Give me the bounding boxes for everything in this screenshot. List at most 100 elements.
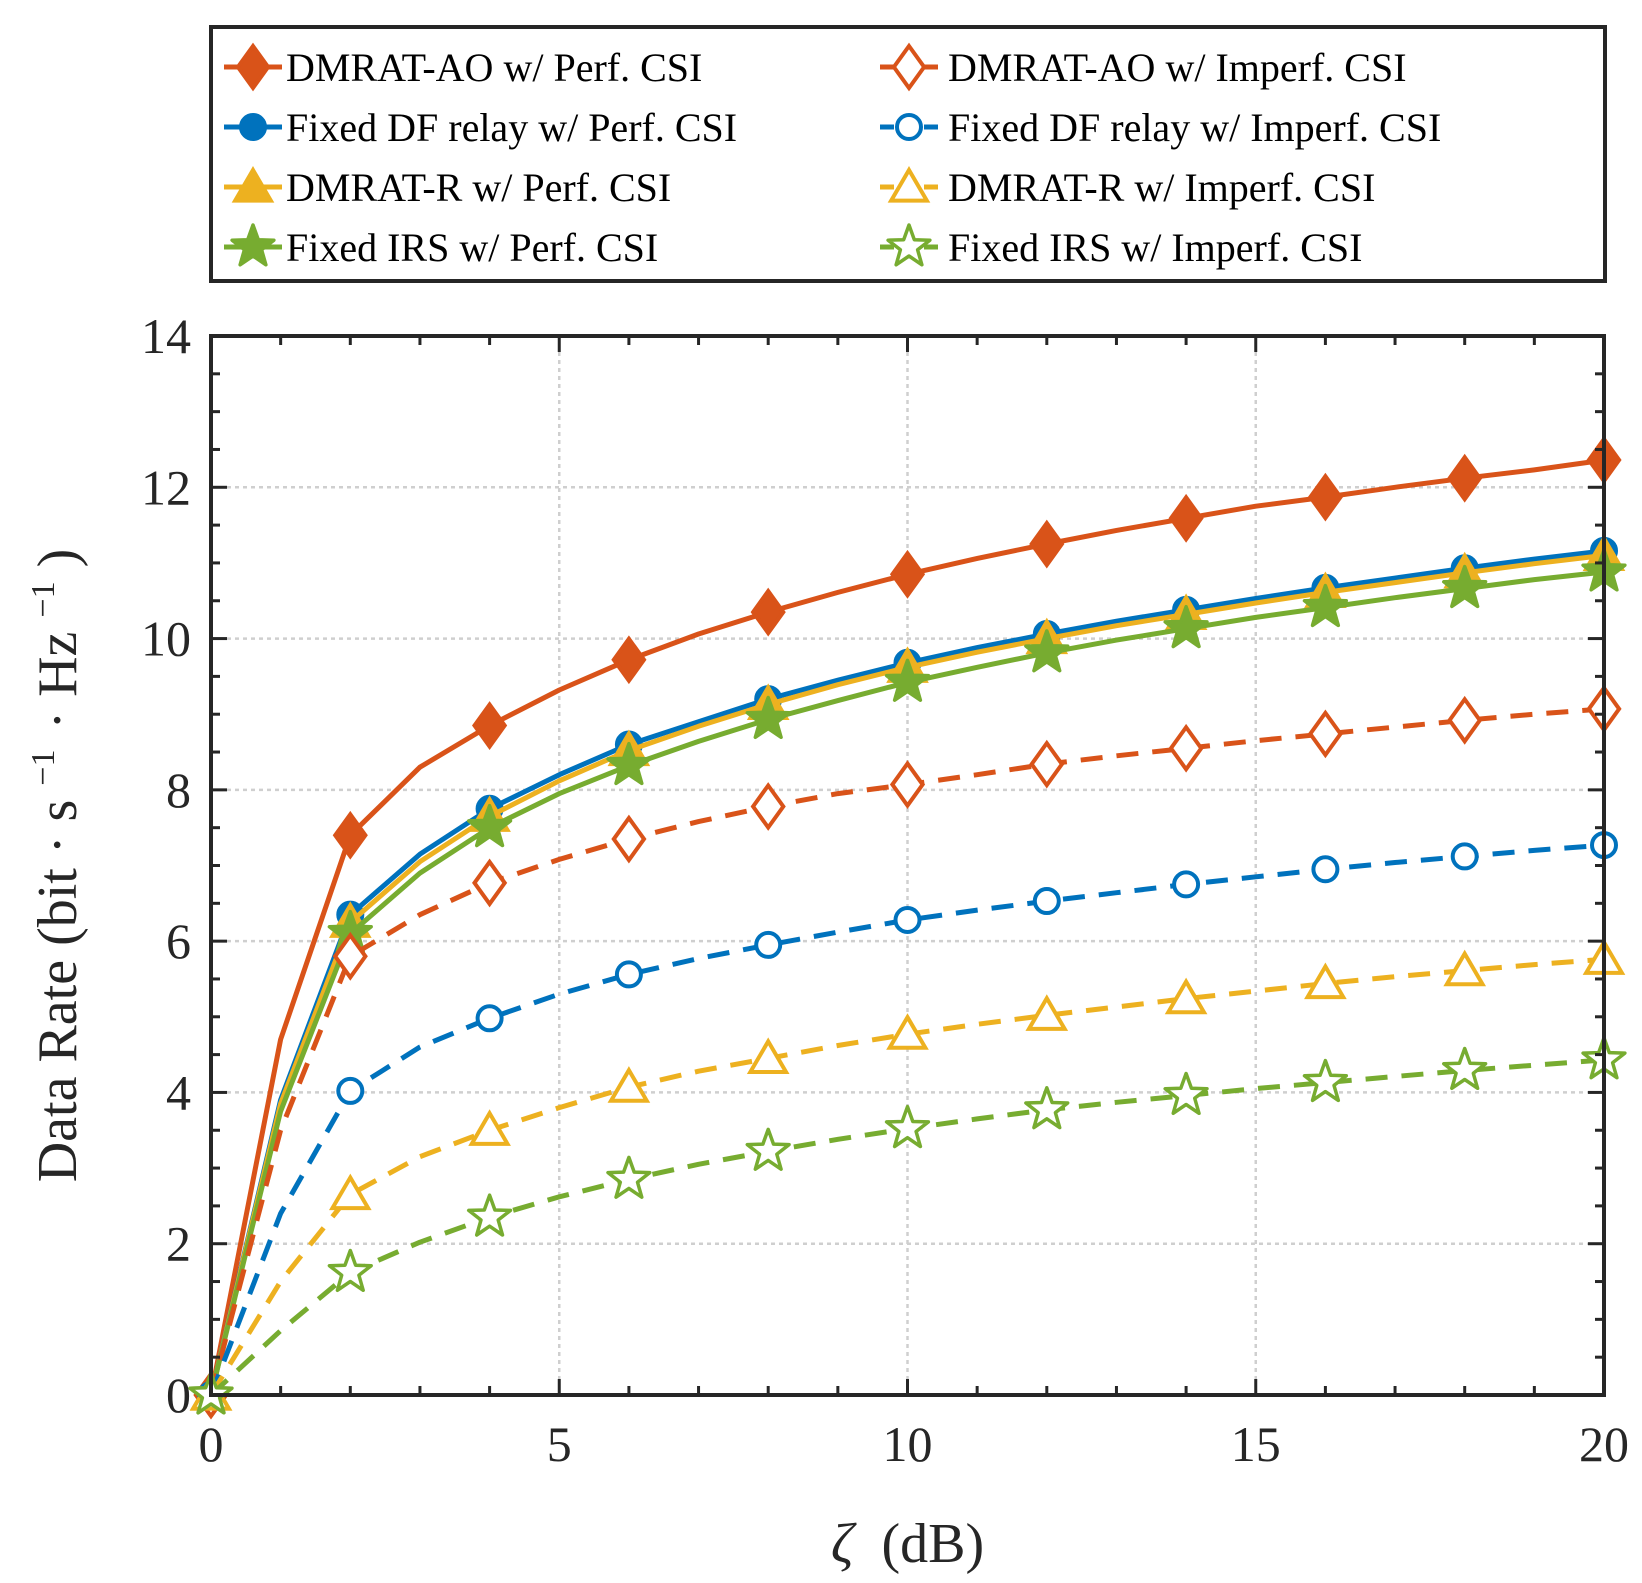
y-tick-label: 4 <box>166 1064 191 1120</box>
data-point <box>754 930 783 959</box>
data-point <box>1163 604 1209 649</box>
data-point <box>472 858 508 908</box>
data-point <box>466 803 513 848</box>
data-point <box>472 701 508 750</box>
series-4 <box>188 548 1627 1415</box>
legend-label: DMRAT-R w/ Imperf. CSI <box>948 165 1375 210</box>
legend-marker <box>895 113 923 141</box>
data-point <box>750 587 786 637</box>
data-point <box>1307 709 1343 759</box>
data-point <box>884 658 931 702</box>
series-layer <box>188 435 1627 1420</box>
x-axis-unit: (dB) <box>882 1513 985 1575</box>
data-point <box>1164 977 1208 1015</box>
legend-marker <box>886 223 932 267</box>
data-point <box>336 1076 365 1105</box>
data-point <box>468 1109 511 1146</box>
legend-marker <box>891 42 927 92</box>
legend-label: Fixed IRS w/ Perf. CSI <box>286 225 658 270</box>
legend-entry: DMRAT-AO w/ Imperf. CSI <box>880 42 1407 92</box>
x-tick-label: 0 <box>199 1416 224 1472</box>
series-line <box>208 842 1605 1396</box>
data-point <box>1032 887 1061 916</box>
legend-marker <box>239 113 267 141</box>
data-point <box>1447 453 1483 503</box>
legend-label: Fixed IRS w/ Imperf. CSI <box>948 225 1362 270</box>
plot-area: 0 5 10 15 20 0 2 4 6 8 10 12 14 <box>141 308 1629 1472</box>
legend-entry: Fixed DF relay w/ Imperf. CSI <box>880 105 1441 150</box>
y-tick-label: 14 <box>141 308 191 364</box>
data-point <box>1447 695 1483 745</box>
legend-items: DMRAT-AO w/ Perf. CSI Fixed DF relay w/ P… <box>224 42 1441 270</box>
y-axis-title-sup1: −1 <box>25 750 62 786</box>
x-axis-symbol: ζ <box>831 1513 857 1575</box>
legend-entry: DMRAT-R w/ Perf. CSI <box>224 165 671 210</box>
x-tick-label: 5 <box>547 1416 572 1472</box>
data-point <box>750 782 786 831</box>
x-axis-title: ζ (dB) <box>831 1513 984 1575</box>
legend-entry: Fixed IRS w/ Imperf. CSI <box>880 223 1362 270</box>
data-point <box>327 1248 373 1293</box>
data-point <box>1168 493 1204 543</box>
legend-marker <box>230 223 276 267</box>
legend-label: DMRAT-R w/ Perf. CSI <box>286 165 671 210</box>
data-point <box>884 1104 931 1149</box>
y-tick-label: 12 <box>141 459 191 515</box>
y-axis-title-main: Data Rate (bit · s <box>27 800 89 1183</box>
y-tick-label: 2 <box>166 1216 191 1272</box>
legend-entry: Fixed DF relay w/ Perf. CSI <box>224 105 737 150</box>
data-point <box>1311 855 1340 884</box>
legend-entry: Fixed IRS w/ Perf. CSI <box>224 223 658 270</box>
data-point <box>745 1127 791 1171</box>
series-8 <box>188 1036 1627 1415</box>
data-point <box>1442 1046 1488 1091</box>
data-point <box>466 1193 513 1237</box>
data-point <box>1172 870 1201 899</box>
data-point <box>889 549 926 599</box>
legend-label: DMRAT-AO w/ Imperf. CSI <box>948 45 1407 90</box>
data-point <box>1029 739 1065 789</box>
data-point <box>606 741 652 786</box>
data-point <box>1443 949 1487 987</box>
data-point <box>607 1066 651 1103</box>
data-point <box>1307 472 1343 522</box>
axis-ticks <box>209 334 1606 1397</box>
data-point <box>475 1004 504 1033</box>
legend-marker <box>887 166 931 203</box>
data-point <box>1029 519 1065 569</box>
legend-marker <box>235 42 271 92</box>
data-point <box>332 810 368 860</box>
y-tick-label: 8 <box>166 762 191 818</box>
y-axis-title: Data Rate (bit · s −1 · Hz −1 ) <box>5 549 89 1183</box>
x-tick-label: 15 <box>1231 1416 1281 1472</box>
y-axis-title-mid: · Hz <box>27 632 89 730</box>
data-point <box>1302 1058 1349 1103</box>
legend-label: Fixed DF relay w/ Perf. CSI <box>286 105 737 150</box>
data-point <box>1304 962 1347 1000</box>
legend-entry: DMRAT-AO w/ Perf. CSI <box>224 42 702 92</box>
y-axis-title-end: ) <box>27 549 89 568</box>
legend: DMRAT-AO w/ Perf. CSI Fixed DF relay w/ P… <box>209 25 1607 283</box>
data-point <box>606 1155 652 1199</box>
data-point <box>893 905 922 934</box>
series-7 <box>189 938 1626 1411</box>
y-tick-label: 10 <box>141 611 191 667</box>
data-point <box>1442 564 1488 609</box>
y-tick-label: 0 <box>166 1367 191 1423</box>
data-point <box>611 814 647 864</box>
data-point <box>1302 583 1349 628</box>
legend-label: DMRAT-AO w/ Perf. CSI <box>286 45 702 90</box>
axis-tick-labels: 0 5 10 15 20 0 2 4 6 8 10 12 14 <box>141 308 1629 1472</box>
legend-label: Fixed DF relay w/ Imperf. CSI <box>948 105 1441 150</box>
data-point <box>1450 842 1479 871</box>
data-point <box>889 760 926 809</box>
data-point <box>614 960 643 989</box>
data-point <box>1025 994 1069 1031</box>
data-point <box>746 1037 790 1074</box>
data-point <box>328 1173 372 1211</box>
data-point <box>1168 723 1204 773</box>
data-point <box>1163 1071 1209 1116</box>
data-point <box>1024 629 1070 673</box>
y-axis-title-sup2: −1 <box>25 581 62 617</box>
